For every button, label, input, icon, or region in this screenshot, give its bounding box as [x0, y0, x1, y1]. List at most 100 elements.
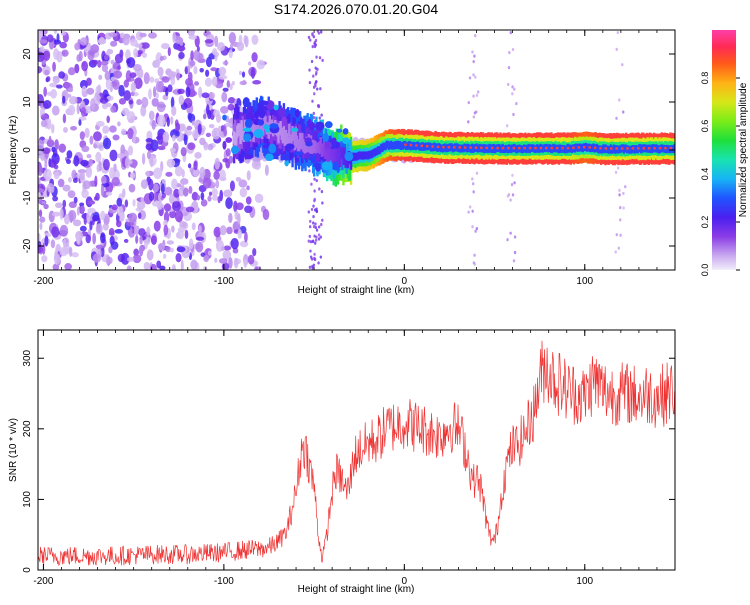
spectrogram-noise-cell: [109, 167, 115, 179]
spectrogram-peak-cell: [620, 147, 624, 150]
spectrogram-ridge-cell: [282, 126, 286, 139]
spectrogram-noise-cell: [313, 92, 316, 96]
spectrogram-noise-cell: [208, 123, 215, 129]
spectrogram-noise-cell: [52, 195, 59, 202]
spectrogram-peak-cell: [474, 146, 478, 149]
spectrogram-noise-cell: [262, 209, 270, 221]
spectrogram-noise-cell: [236, 41, 245, 52]
spectrogram-noise-cell: [313, 177, 316, 181]
spectrogram-noise-cell: [199, 67, 204, 73]
spectrogram-blob: [284, 159, 289, 167]
spectrogram-noise-cell: [317, 237, 321, 241]
spectrogram-noise-cell: [223, 189, 233, 198]
spectrogram-noise-cell: [140, 197, 145, 203]
spectrogram-noise-cell: [96, 120, 105, 127]
spectrogram-noise-cell: [38, 139, 44, 151]
spectrogram-noise-cell: [321, 201, 324, 205]
spectrogram-noise-cell: [145, 170, 150, 178]
spectrogram-noise-cell: [216, 42, 226, 52]
colorbar-tick-label: 0.0: [700, 264, 710, 277]
spectrogram-noise-cell: [184, 229, 189, 240]
spectrogram-noise-cell: [44, 69, 50, 76]
spectrogram-noise-cell: [82, 91, 88, 98]
spectrogram-ridge-cell: [267, 126, 270, 139]
spectrogram-noise-cell: [476, 90, 480, 94]
spectrogram-noise-cell: [162, 131, 170, 143]
spectrogram-noise-cell: [98, 142, 105, 152]
spectrogram-noise-cell: [219, 169, 226, 182]
spectrogram-peak-cell: [669, 146, 673, 150]
spectrogram-ridge-cell: [293, 137, 296, 151]
spectrogram-noise-cell: [54, 139, 59, 151]
spectrogram-noise-cell: [239, 80, 247, 86]
spectrogram-noise-cell: [211, 188, 218, 197]
spectrogram-blob: [263, 124, 269, 130]
spectrogram-noise-cell: [314, 241, 317, 245]
spectrogram-noise-cell: [188, 238, 194, 250]
spectrogram-noise-cell: [508, 51, 511, 55]
spectrogram-noise-cell: [127, 127, 134, 140]
spectrogram-noise-cell: [85, 166, 93, 178]
spectrogram-noise-cell: [614, 250, 617, 254]
spectrogram-noise-cell: [109, 125, 117, 133]
spectrogram-noise-cell: [205, 104, 210, 115]
spectrogram-x-tick-label: 100: [576, 276, 593, 287]
spectrogram-noise-cell: [175, 122, 181, 132]
spectrogram-peak-cell: [658, 146, 662, 150]
snr-panel: -200 -100 0 100 0 100 200 300 Height of straig…: [8, 329, 676, 595]
spectrogram-peak-cell: [539, 146, 543, 150]
spectrogram-noise-cell: [314, 43, 318, 47]
spectrogram-noise-cell: [156, 58, 161, 69]
spectrogram-noise-cell: [103, 158, 110, 171]
spectrogram-noise-cell: [136, 99, 142, 106]
spectrogram-noise-cell: [128, 183, 136, 193]
spectrogram-noise-cell: [195, 241, 204, 253]
spectrogram-noise-cell: [45, 77, 49, 83]
spectrogram-noise-cell: [190, 259, 198, 270]
spectrogram-noise-cell: [145, 143, 153, 151]
spectrogram-noise-cell: [467, 210, 470, 214]
spectrogram-noise-cell: [622, 206, 625, 210]
spectrogram-noise-cell: [191, 129, 200, 139]
spectrogram-noise-cell: [205, 132, 212, 138]
spectrogram-noise-cell: [211, 195, 219, 201]
spectrogram-noise-cell: [475, 227, 479, 231]
spectrogram-noise-cell: [185, 86, 191, 98]
spectrogram-noise-cell: [68, 96, 78, 105]
spectrogram-noise-cell: [513, 181, 516, 185]
spectrogram-noise-cell: [318, 116, 321, 120]
spectrogram-noise-cell: [87, 200, 96, 205]
spectrogram-noise-cell: [195, 236, 205, 241]
spectrogram-noise-cell: [82, 180, 91, 190]
spectrogram-noise-cell: [39, 222, 43, 230]
spectrogram-noise-cell: [250, 67, 256, 79]
spectrogram-noise-cell: [167, 46, 171, 57]
spectrogram-ridge-cell: [306, 142, 309, 155]
spectrogram-noise-cell: [71, 252, 79, 258]
spectrogram-ridge-cell: [288, 123, 291, 137]
spectrogram-peak-cell: [545, 146, 548, 150]
spectrogram-blob: [336, 128, 343, 133]
spectrogram-noise-cell: [152, 192, 157, 202]
spectrogram-ridge-cell: [331, 150, 334, 163]
spectrogram-noise-cell: [204, 39, 214, 44]
spectrogram-peak-cell: [593, 146, 597, 150]
spectrogram-noise-cell: [100, 175, 107, 184]
spectrogram-noise-cell: [471, 225, 474, 229]
spectrogram-noise-cell: [89, 220, 93, 231]
spectrogram-noise-cell: [252, 247, 257, 257]
spectrogram-noise-cell: [193, 160, 198, 171]
spectrogram-noise-cell: [176, 246, 186, 253]
spectrogram-noise-cell: [145, 138, 153, 143]
spectrogram-noise-cell: [125, 70, 132, 82]
spectrogram-y-tick-label: 0: [22, 147, 33, 153]
spectrogram-noise-cell: [122, 34, 130, 46]
spectrogram-noise-cell: [213, 226, 222, 238]
spectrogram-noise-cell: [473, 54, 476, 58]
spectrogram-noise-cell: [139, 245, 146, 252]
snr-x-tick-label: -100: [214, 576, 234, 587]
spectrogram-peak-cell: [490, 146, 494, 150]
spectrogram-noise-cell: [165, 87, 169, 97]
spectrogram-noise-cell: [130, 38, 139, 47]
